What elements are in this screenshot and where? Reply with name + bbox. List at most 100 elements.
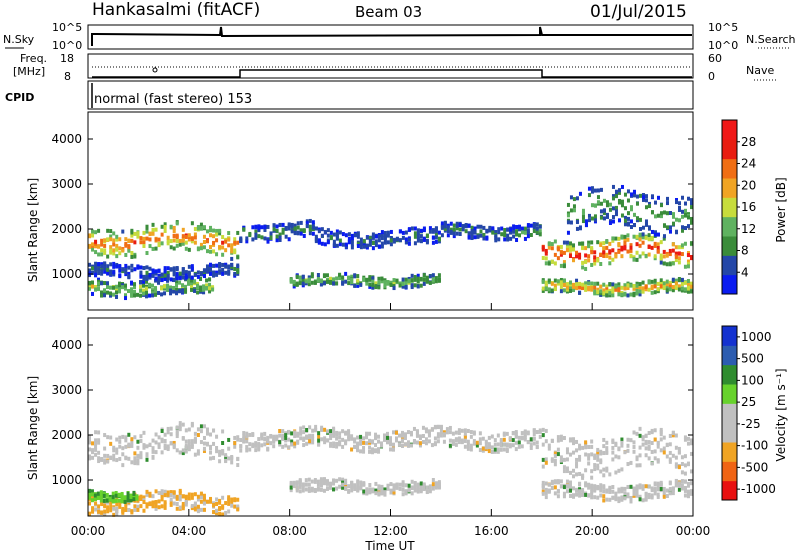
range-cell bbox=[668, 450, 672, 455]
range-cell bbox=[523, 236, 527, 241]
range-cell bbox=[556, 256, 560, 261]
range-cell bbox=[620, 497, 624, 502]
range-cell bbox=[547, 443, 551, 448]
range-cell bbox=[683, 241, 687, 246]
range-cell bbox=[689, 491, 693, 496]
range-cell bbox=[650, 461, 654, 466]
range-cell bbox=[323, 438, 327, 443]
colorbar-swatch bbox=[722, 178, 737, 198]
range-cell bbox=[157, 490, 161, 495]
range-cell bbox=[478, 437, 482, 442]
range-cell bbox=[227, 509, 231, 514]
range-cell bbox=[202, 501, 206, 506]
range-cell bbox=[157, 505, 161, 510]
range-cell bbox=[647, 492, 651, 497]
range-cell bbox=[638, 237, 642, 242]
range-cell bbox=[120, 499, 124, 504]
range-cell bbox=[677, 483, 681, 488]
range-cell bbox=[641, 280, 645, 285]
range-cell bbox=[439, 426, 443, 431]
range-cell bbox=[632, 291, 636, 296]
range-cell bbox=[553, 261, 557, 266]
range-cell bbox=[121, 267, 125, 272]
range-cell bbox=[584, 284, 588, 289]
range-cell bbox=[638, 243, 642, 248]
range-cell bbox=[91, 455, 95, 460]
range-cell bbox=[169, 285, 173, 290]
range-cell bbox=[635, 257, 639, 262]
range-cell bbox=[431, 229, 435, 234]
range-cell bbox=[413, 484, 417, 489]
range-cell bbox=[544, 256, 548, 261]
range-cell bbox=[374, 434, 378, 439]
range-cell bbox=[308, 218, 312, 223]
range-cell bbox=[653, 456, 657, 461]
range-cell bbox=[650, 210, 654, 215]
range-cell bbox=[659, 427, 663, 432]
range-cell bbox=[599, 209, 603, 214]
range-cell bbox=[311, 433, 315, 438]
range-cell bbox=[430, 427, 434, 432]
velocity-plot-area bbox=[88, 318, 693, 516]
range-cell bbox=[538, 428, 542, 433]
range-cell bbox=[190, 442, 194, 447]
range-cell bbox=[395, 236, 399, 241]
range-cell bbox=[593, 453, 597, 458]
range-cell bbox=[647, 287, 651, 292]
range-cell bbox=[461, 227, 465, 232]
range-cell bbox=[659, 448, 663, 453]
range-cell bbox=[641, 195, 645, 200]
range-cell bbox=[329, 280, 333, 285]
range-cell bbox=[638, 235, 642, 240]
range-cell bbox=[535, 445, 539, 450]
range-cell bbox=[103, 261, 107, 266]
range-cell bbox=[307, 477, 311, 482]
range-cell bbox=[175, 239, 179, 244]
range-cell bbox=[611, 440, 615, 445]
range-cell bbox=[350, 484, 354, 489]
range-cell bbox=[136, 234, 140, 239]
range-cell bbox=[236, 497, 240, 502]
range-cell bbox=[605, 466, 609, 471]
range-cell bbox=[316, 487, 320, 492]
range-cell bbox=[169, 288, 173, 293]
range-cell bbox=[602, 444, 606, 449]
range-cell bbox=[166, 492, 170, 497]
range-cell bbox=[644, 433, 648, 438]
range-cell bbox=[94, 239, 98, 244]
range-cell bbox=[298, 482, 302, 487]
range-cell bbox=[302, 436, 306, 441]
range-cell bbox=[671, 433, 675, 438]
range-cell bbox=[181, 234, 185, 239]
range-cell bbox=[514, 447, 518, 452]
range-cell bbox=[568, 286, 572, 291]
range-cell bbox=[124, 237, 128, 242]
range-cell bbox=[196, 274, 200, 279]
range-cell bbox=[587, 240, 591, 245]
range-cell bbox=[452, 234, 456, 239]
range-cell bbox=[478, 441, 482, 446]
range-cell bbox=[133, 282, 137, 287]
range-cell bbox=[293, 226, 297, 231]
range-cell bbox=[353, 437, 357, 442]
range-cell bbox=[154, 246, 158, 251]
range-cell bbox=[169, 267, 173, 272]
range-cell bbox=[581, 265, 585, 270]
range-cell bbox=[301, 278, 305, 283]
range-cell bbox=[490, 449, 494, 454]
range-cell bbox=[572, 494, 576, 499]
range-cell bbox=[112, 251, 116, 256]
range-cell bbox=[473, 235, 477, 240]
range-cell bbox=[209, 263, 213, 268]
range-cell bbox=[208, 286, 212, 291]
range-cell bbox=[515, 232, 519, 237]
range-cell bbox=[590, 490, 594, 495]
range-cell bbox=[166, 490, 170, 495]
range-cell bbox=[335, 444, 339, 449]
range-cell bbox=[544, 460, 548, 465]
range-cell bbox=[202, 290, 206, 295]
time-axis: 00:00 04:00 08:00 12:00 16:00 20:00 00:00 bbox=[71, 303, 710, 538]
range-cell bbox=[590, 216, 594, 221]
range-cell bbox=[605, 245, 609, 250]
range-cell bbox=[620, 184, 624, 189]
